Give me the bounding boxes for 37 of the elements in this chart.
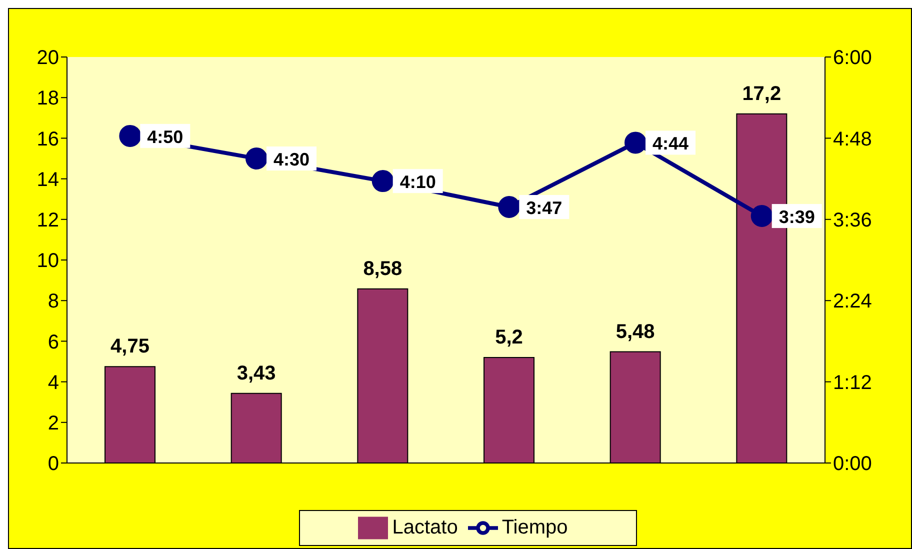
data-label: 3,43 xyxy=(236,362,276,384)
y-tick-label: 14 xyxy=(36,168,59,191)
y-tick-label: 16 xyxy=(36,128,59,150)
legend-label: Lactato xyxy=(392,516,458,538)
data-label: 5,48 xyxy=(616,320,655,343)
y-tick-label: 20 xyxy=(36,47,59,70)
y-tick-label: 2 xyxy=(48,412,59,434)
data-label: 8,58 xyxy=(363,258,402,280)
y-tick-label: 18 xyxy=(36,88,59,110)
data-label: 3:47 xyxy=(526,198,562,218)
y2-tick-label: 0:00 xyxy=(833,453,872,476)
y-tick-label: 4 xyxy=(48,372,59,394)
y-tick-label: 0 xyxy=(48,453,59,476)
data-label: 4:10 xyxy=(400,172,436,192)
point xyxy=(498,196,520,218)
data-label: 5,2 xyxy=(495,326,523,348)
data-label: 4:50 xyxy=(147,126,184,147)
point xyxy=(246,148,268,170)
data-label: 17,2 xyxy=(742,82,782,105)
y-tick-label: 12 xyxy=(36,210,59,232)
legend-label: Tiempo xyxy=(502,516,568,538)
point xyxy=(624,132,646,154)
y2-tick-label: 4:48 xyxy=(833,128,872,150)
y2-tick-label: 2:24 xyxy=(833,290,872,313)
data-label: 4:30 xyxy=(273,150,310,170)
y-tick-label: 10 xyxy=(36,250,59,272)
y2-tick-label: 1:12 xyxy=(833,372,872,394)
data-label: 4,75 xyxy=(110,336,150,358)
point xyxy=(119,124,142,147)
point xyxy=(750,205,773,228)
y-tick-label: 6 xyxy=(48,331,59,354)
y2-tick-label: 6:00 xyxy=(833,47,872,70)
point xyxy=(372,170,394,192)
y-tick-label: 8 xyxy=(48,290,59,313)
y2-tick-label: 3:36 xyxy=(833,210,872,232)
data-label: 3:39 xyxy=(778,207,815,228)
data-label: 4:44 xyxy=(652,134,689,154)
